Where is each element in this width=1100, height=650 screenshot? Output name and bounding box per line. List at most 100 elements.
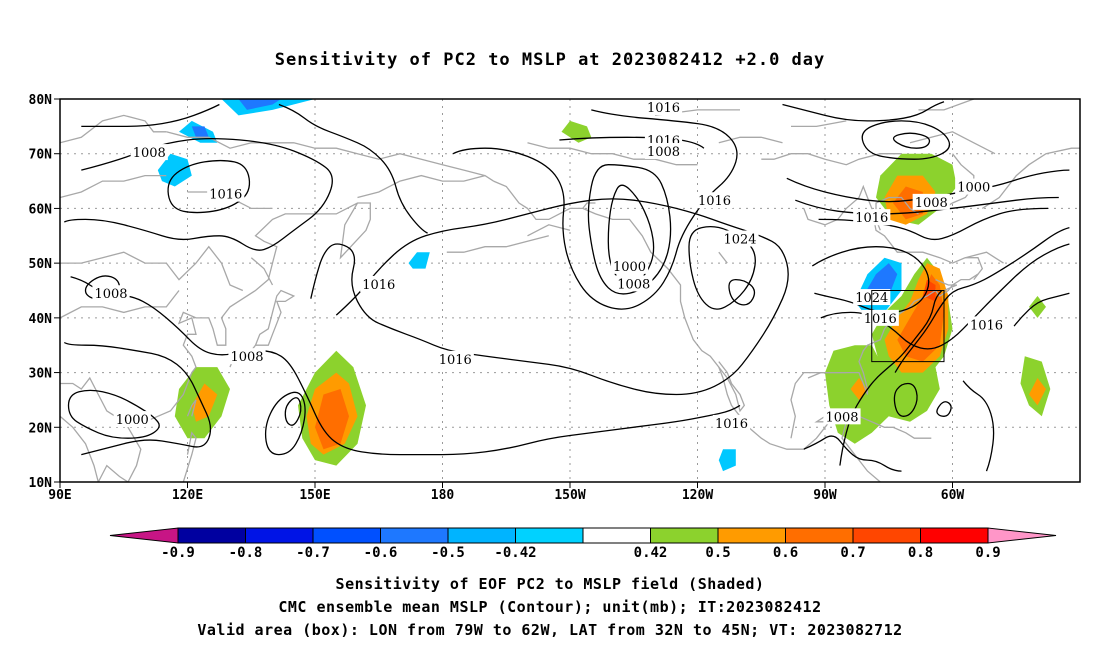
colorbar-label: 0.5 xyxy=(705,545,730,561)
mslp-contour-line xyxy=(559,136,705,149)
coastline xyxy=(186,399,197,417)
contour-label: 1000 xyxy=(613,260,646,275)
sensitivity-shade-area xyxy=(408,252,430,269)
mslp-contour-line xyxy=(861,120,951,160)
coastline xyxy=(791,120,847,128)
colorbar-label: -0.6 xyxy=(364,545,398,561)
coastline xyxy=(446,235,549,253)
mslp-contour-line xyxy=(278,103,428,234)
contour-label: 1016 xyxy=(970,318,1003,333)
colorbar-box xyxy=(920,527,989,544)
coastline xyxy=(807,371,847,379)
lat-label: 20N xyxy=(29,421,53,436)
contour-label-bg xyxy=(436,350,474,367)
lon-label: 150W xyxy=(554,488,585,503)
contour-label-bg xyxy=(861,309,899,326)
lon-label: 90W xyxy=(813,488,837,503)
contour-label-bg xyxy=(615,275,653,292)
mslp-contour-line xyxy=(936,401,952,417)
mslp-contour-line xyxy=(81,103,220,128)
sensitivity-shade-area xyxy=(718,449,736,472)
sensitivity-shade-area xyxy=(238,99,281,110)
coastline xyxy=(60,290,180,319)
contour-label-bg xyxy=(823,408,861,425)
colorbar-label: 0.42 xyxy=(634,545,668,561)
valid-area-box xyxy=(871,290,945,363)
footer-line-shaded: Sensitivity of EOF PC2 to MSLP field (Sh… xyxy=(335,575,765,593)
coastline xyxy=(761,153,902,166)
mslp-contour-line xyxy=(63,341,212,456)
mslp-contour-line xyxy=(728,278,756,306)
lon-label: 120W xyxy=(682,488,713,503)
sensitivity-shade-area xyxy=(561,120,592,143)
colorbar-high-triangle xyxy=(987,527,1057,544)
contour-label-bg xyxy=(207,185,245,202)
colorbar-label: 0.6 xyxy=(773,545,798,561)
lon-label: 120E xyxy=(172,488,203,503)
contour-label-bg xyxy=(721,230,759,247)
colorbar-box xyxy=(177,527,246,544)
lat-label: 30N xyxy=(29,367,53,382)
coastline xyxy=(60,415,99,482)
coastline xyxy=(357,174,494,199)
contour-label-bg xyxy=(712,414,751,431)
contour-label: 1008 xyxy=(825,410,858,425)
mslp-contour-line xyxy=(452,109,738,310)
coastline xyxy=(718,251,728,264)
coastline xyxy=(803,184,984,280)
colorbar-box xyxy=(650,527,719,544)
coastline xyxy=(60,245,244,292)
colorbar-label: -0.42 xyxy=(494,545,536,561)
contour-label: 1016 xyxy=(698,194,731,209)
grid-lines xyxy=(60,99,1080,482)
coastline xyxy=(981,147,1080,209)
sensitivity-shade-area xyxy=(315,389,349,450)
contour-label: 1008 xyxy=(647,145,680,160)
mslp-contour-line xyxy=(795,196,1059,215)
colorbar-box xyxy=(380,527,449,544)
lon-label: 60W xyxy=(941,488,965,503)
mslp-contour-line xyxy=(894,226,1070,373)
mslp-contour-line xyxy=(63,138,333,251)
lat-label: 60N xyxy=(29,202,53,217)
colorbar-box xyxy=(245,527,314,544)
contour-label-bg xyxy=(610,257,649,274)
coastline xyxy=(60,174,167,199)
coastline xyxy=(918,99,975,111)
lat-label: 10N xyxy=(29,476,53,491)
contour-label-bg xyxy=(130,144,168,161)
coastline xyxy=(718,136,783,144)
contour-label: 1008 xyxy=(617,277,650,292)
mslp-contour-line xyxy=(70,276,741,456)
colorbar-label: 0.9 xyxy=(975,545,1000,561)
colorbar-box xyxy=(717,527,786,544)
mslp-contour-line xyxy=(264,391,306,456)
colorbar-box xyxy=(447,527,516,544)
map-title: Sensitivity of PC2 to MSLP at 2023082412… xyxy=(274,50,826,70)
coastline xyxy=(60,114,167,144)
mslp-contour-line xyxy=(803,435,902,472)
coastline xyxy=(850,410,932,439)
sensitivity-shading xyxy=(149,99,1051,472)
colorbar-label: -0.8 xyxy=(229,545,263,561)
colorbar-label: 0.8 xyxy=(908,545,933,561)
contour-label-bg xyxy=(360,275,398,292)
lat-label: 50N xyxy=(29,257,53,272)
mslp-contour-line xyxy=(1013,292,1070,327)
lon-label: 180 xyxy=(431,488,455,503)
mslp-contour-line xyxy=(892,132,931,149)
lat-label: 40N xyxy=(29,312,53,327)
colorbar-label: -0.7 xyxy=(296,545,330,561)
contour-label: 1000 xyxy=(116,413,149,428)
contour-label: 1016 xyxy=(715,417,748,432)
colorbar-low-triangle xyxy=(109,527,179,544)
sensitivity-shade-area xyxy=(191,126,209,138)
mslp-contour-line xyxy=(284,397,302,426)
contour-label: 1024 xyxy=(723,233,756,248)
mslp-contour-line xyxy=(310,198,789,396)
contour-label: 1008 xyxy=(133,146,166,161)
colorbar-box xyxy=(852,527,921,544)
lat-label: 80N xyxy=(29,93,53,108)
contour-label: 1016 xyxy=(439,353,472,368)
